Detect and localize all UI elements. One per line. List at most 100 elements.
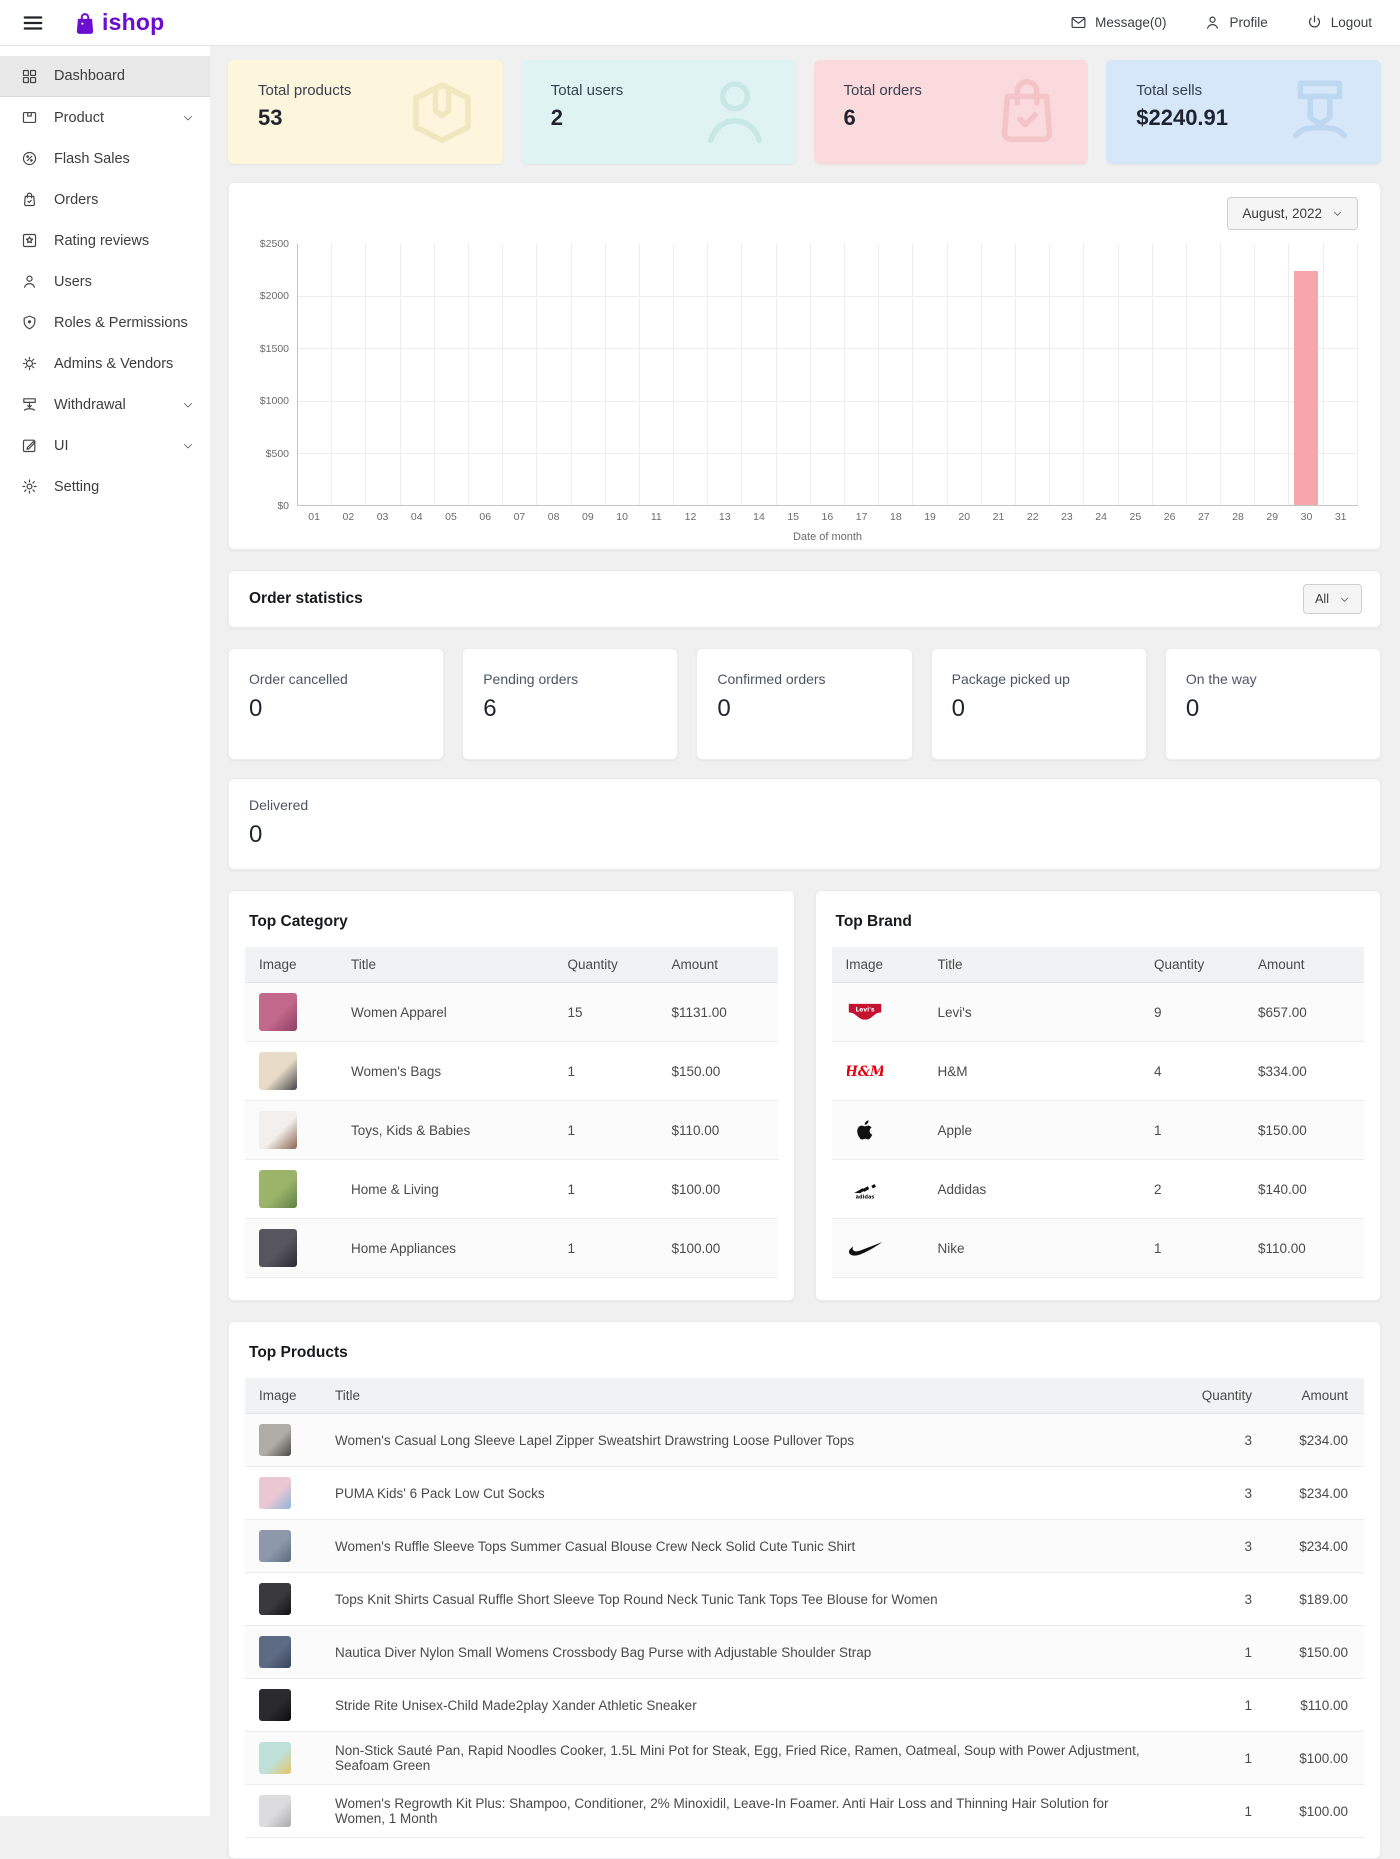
chart-column-06 <box>469 244 504 505</box>
amount-cell: $110.00 <box>1258 1240 1306 1256</box>
orders-icon <box>21 191 38 208</box>
messages-label: Message(0) <box>1095 15 1167 30</box>
table-row[interactable]: Apple 1 $150.00 <box>831 1101 1364 1160</box>
top-category-body: Women Apparel 15 $1131.00 Women's Bags 1 $150… <box>245 983 778 1278</box>
table-row[interactable]: PUMA Kids' 6 Pack Low Cut Socks 3 $234.00 <box>245 1467 1364 1520</box>
chart-column-17 <box>845 244 880 505</box>
table-row[interactable]: Women's Ruffle Sleeve Tops Summer Casual… <box>245 1520 1364 1573</box>
profile-label: Profile <box>1229 15 1268 30</box>
chart-column-13 <box>708 244 743 505</box>
title-cell: Home & Living <box>351 1181 439 1197</box>
table-row[interactable]: adidas Addidas 2 $140.00 <box>831 1160 1364 1219</box>
sidebar-item-product[interactable]: Product <box>0 97 210 138</box>
sidebar-item-label: Setting <box>54 478 100 495</box>
image-cell <box>245 1679 321 1731</box>
sidebar-item-flash-sales[interactable]: Flash Sales <box>0 138 210 179</box>
table-row[interactable]: Women's Bags 1 $150.00 <box>245 1042 778 1101</box>
quantity-cell: 1 <box>1244 1803 1252 1819</box>
sidebar-item-rating-reviews[interactable]: Rating reviews <box>0 220 210 261</box>
summary-card-total-sells: Total sells $2240.91 <box>1106 60 1381 164</box>
table-row[interactable]: Nautica Diver Nylon Small Womens Crossbo… <box>245 1626 1364 1679</box>
y-tick-label: $1000 <box>259 395 289 408</box>
x-tick-label: 03 <box>376 511 389 523</box>
x-tick-label: 22 <box>1026 511 1039 523</box>
x-tick-label: 27 <box>1197 511 1210 523</box>
title-cell: Women's Ruffle Sleeve Tops Summer Casual… <box>335 1538 856 1554</box>
sidebar-item-orders[interactable]: Orders <box>0 179 210 220</box>
stride-rite-unisex-child-made2play-xander-athletic-sneaker-image <box>259 1689 291 1721</box>
messages-link[interactable]: Message(0) <box>1070 14 1166 31</box>
month-selector-dropdown[interactable]: August, 2022 <box>1227 197 1358 230</box>
x-tick-label: 29 <box>1266 511 1279 523</box>
sidebar-item-users[interactable]: Users <box>0 261 210 302</box>
chart-column-22 <box>1016 244 1051 505</box>
table-row[interactable]: Women's Regrowth Kit Plus: Shampoo, Cond… <box>245 1785 1364 1838</box>
title-cell: PUMA Kids' 6 Pack Low Cut Socks <box>335 1485 545 1501</box>
image-cell <box>245 1042 337 1100</box>
sidebar-item-label: Withdrawal <box>54 396 126 413</box>
amount-cell: $150.00 <box>1299 1644 1348 1660</box>
sidebar-item-label: Flash Sales <box>54 150 130 167</box>
x-tick-label: 23 <box>1061 511 1073 523</box>
table-row[interactable]: H&M H&M 4 $334.00 <box>831 1042 1364 1101</box>
nautica-diver-nylon-small-womens-crossbody-bag-purse-with-adjustable-shoulder-strap-image <box>259 1636 291 1668</box>
brand-name: ishop <box>102 9 165 35</box>
chart-column-16 <box>811 244 845 505</box>
title-cell: Women's Casual Long Sleeve Lapel Zipper … <box>335 1432 855 1448</box>
quantity-cell: 1 <box>1244 1750 1252 1766</box>
order-status-card-on-the-way: On the way 0 <box>1164 648 1382 760</box>
chevron-down-icon <box>182 399 194 411</box>
chart-y-axis: $2500 $2000 $1500 $1000 $500 $0 <box>245 238 297 512</box>
amount-cell: $234.00 <box>1299 1432 1348 1448</box>
profile-link[interactable]: Profile <box>1204 14 1268 31</box>
bar-day-30[interactable] <box>1294 271 1318 505</box>
x-tick-label: 24 <box>1095 511 1107 523</box>
x-tick-label: 19 <box>924 511 936 523</box>
setting-icon <box>21 478 38 495</box>
table-row[interactable]: Women Apparel 15 $1131.00 <box>245 983 778 1042</box>
sidebar-item-roles-permissions[interactable]: Roles & Permissions <box>0 302 210 343</box>
sidebar-nav: Dashboard Product Flash Sales Orders Rating … <box>0 46 210 1816</box>
non-stick-saut-pan-rapid-noodles-cooker-1-5l-mini-pot-for-steak-egg-fried-rice-ramen-oatmeal-soup-with-power-adjustment-seafoam-green-image <box>259 1742 291 1774</box>
table-row[interactable]: Home & Living 1 $100.00 <box>245 1160 778 1219</box>
sidebar-item-dashboard[interactable]: Dashboard <box>0 56 210 97</box>
order-filter-dropdown[interactable]: All <box>1303 584 1362 614</box>
top-products-title: Top Products <box>249 1344 348 1361</box>
chevron-down-icon <box>1339 594 1350 605</box>
table-row[interactable]: Tops Knit Shirts Casual Ruffle Short Sle… <box>245 1573 1364 1626</box>
tops-knit-shirts-casual-ruffle-short-sleeve-top-round-neck-tunic-tank-tops-tee-blouse-for-women-image <box>259 1583 291 1615</box>
rating-reviews-icon <box>21 232 38 249</box>
chart-column-29 <box>1255 244 1290 505</box>
column-header-quantity: Quantity <box>1201 1388 1252 1403</box>
order-filter-value: All <box>1315 592 1329 606</box>
order-status-card-order-cancelled: Order cancelled 0 <box>228 648 445 760</box>
table-row[interactable]: Nike 1 $110.00 <box>831 1219 1364 1278</box>
top-products-header-row: Image Title Quantity Amount <box>245 1378 1364 1414</box>
quantity-cell: 1 <box>567 1181 576 1197</box>
image-cell <box>245 1414 321 1466</box>
sidebar-item-ui[interactable]: UI <box>0 425 210 466</box>
column-header-image: Image <box>845 957 884 972</box>
sidebar-item-setting[interactable]: Setting <box>0 466 210 507</box>
table-row[interactable]: Non-Stick Sauté Pan, Rapid Noodles Cooke… <box>245 1732 1364 1785</box>
product-icon <box>21 109 38 126</box>
chart-x-axis: 01 02 03 04 05 06 07 08 09 10 11 12 13 14 15 16 17 18 19 20… <box>297 511 1358 523</box>
table-row[interactable]: Stride Rite Unisex-Child Made2play Xande… <box>245 1679 1364 1732</box>
amount-cell: $100.00 <box>671 1240 721 1256</box>
brand-logo[interactable]: ishop <box>72 9 164 36</box>
table-row[interactable]: Home Appliances 1 $100.00 <box>245 1219 778 1278</box>
title-cell: H&M <box>937 1063 968 1079</box>
quantity-cell: 1 <box>1154 1122 1162 1138</box>
sidebar-item-withdrawal[interactable]: Withdrawal <box>0 384 210 425</box>
chart-columns <box>298 244 1358 505</box>
hamburger-menu-icon[interactable] <box>22 12 44 34</box>
x-tick-label: 28 <box>1232 511 1244 523</box>
sidebar-item-admins-vendors[interactable]: Admins & Vendors <box>0 343 210 384</box>
table-row[interactable]: Levi's Levi's 9 $657.00 <box>831 983 1364 1042</box>
summary-card-total-users: Total users 2 <box>520 60 796 164</box>
image-cell <box>245 1573 321 1625</box>
logout-link[interactable]: Logout <box>1306 14 1372 31</box>
table-row[interactable]: Toys, Kids & Babies 1 $110.00 <box>245 1101 778 1160</box>
table-row[interactable]: Women's Casual Long Sleeve Lapel Zipper … <box>245 1414 1364 1467</box>
quantity-cell: 4 <box>1154 1063 1162 1079</box>
